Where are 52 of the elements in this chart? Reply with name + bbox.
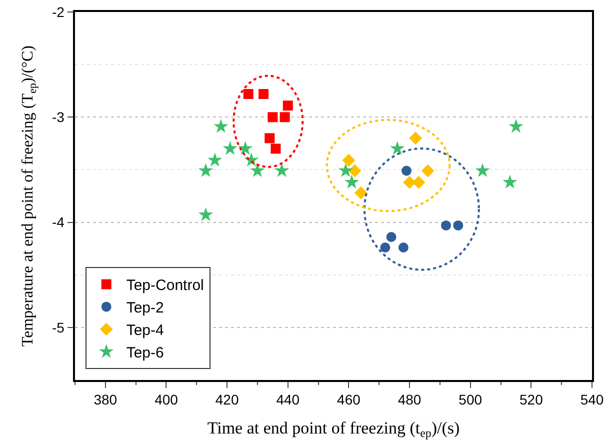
point [508, 118, 524, 133]
legend-label: Tep-4 [126, 322, 164, 340]
point [214, 118, 228, 133]
point [198, 163, 214, 177]
x-tick-label: 460 [337, 392, 361, 408]
point [390, 140, 405, 155]
point [270, 144, 281, 154]
legend-label: Tep-6 [126, 344, 164, 362]
x-tick-label: 500 [458, 392, 482, 408]
point [243, 89, 254, 100]
point [208, 152, 222, 166]
x-tick-label: 480 [398, 392, 422, 408]
point [268, 112, 278, 122]
point [453, 220, 464, 230]
point [412, 176, 426, 189]
x-tick-label: 380 [94, 392, 118, 408]
point [409, 132, 422, 145]
point [250, 163, 265, 177]
x-axis-title: Time at end point of freezing (t$_{ep}$)/(s) [207, 418, 460, 440]
point [403, 176, 416, 189]
y-tick-label: -4 [52, 214, 65, 230]
point [222, 140, 238, 155]
x-tick-label: 540 [580, 392, 604, 408]
point [441, 220, 452, 230]
legend-label: Tep-Control [126, 277, 204, 294]
legend-label: Tep-2 [126, 300, 164, 317]
y-tick-label: -3 [52, 109, 65, 126]
point [274, 163, 290, 177]
point [238, 140, 253, 155]
x-tick-label: 420 [215, 392, 239, 408]
point [342, 154, 356, 167]
point [344, 174, 360, 189]
x-tick-label: 520 [520, 392, 544, 408]
point [380, 242, 390, 253]
x-tick-label: 400 [154, 392, 178, 408]
x-tick-label: 440 [276, 392, 300, 408]
point [282, 100, 293, 111]
point [258, 89, 269, 100]
y-tick-label: -5 [52, 319, 65, 336]
point [386, 232, 396, 242]
point [354, 186, 368, 200]
point [398, 242, 408, 253]
point [348, 164, 362, 178]
point [401, 166, 412, 176]
point [264, 133, 275, 144]
y-tick-label: -2 [52, 4, 65, 20]
point [198, 207, 214, 222]
point [280, 112, 290, 122]
point [338, 163, 353, 177]
point [502, 174, 518, 189]
point [421, 164, 434, 178]
point [475, 163, 490, 177]
